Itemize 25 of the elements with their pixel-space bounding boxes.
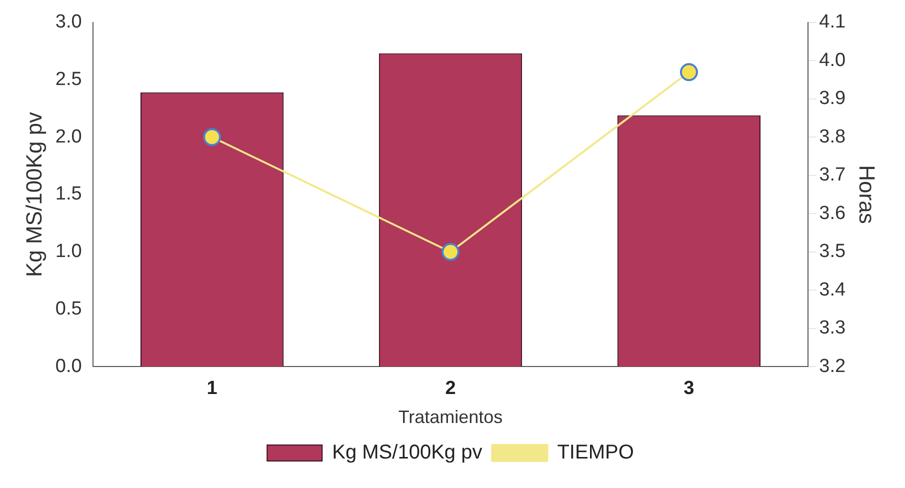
y2-tick-label: 3.9	[819, 88, 846, 110]
y2-tick-label: 3.6	[819, 202, 846, 224]
y2-tick-label: 4.1	[819, 12, 846, 33]
y-axis-title: Kg MS/100Kg pv	[21, 112, 46, 278]
x-tick-label: 1	[206, 378, 218, 400]
x-tick-label: 2	[445, 378, 456, 400]
y-tick-label: 1.0	[55, 241, 82, 262]
y2-tick-label: 3.8	[819, 126, 846, 148]
y2-tick-label: 3.7	[819, 164, 846, 186]
y2-tick-label: 3.3	[819, 318, 846, 339]
y-tick-label: 2.0	[55, 126, 82, 148]
y2-axis-title: Horas	[854, 165, 880, 224]
y2-tick-label: 3.4	[819, 279, 846, 300]
y-tick-label: 2.5	[55, 69, 82, 90]
x-axis-title: Tratamientos	[398, 407, 503, 428]
y2-tick-label: 3.5	[819, 241, 846, 262]
y2-tick-label: 3.2	[819, 356, 846, 377]
legend-label: Kg MS/100Kg pv	[332, 442, 482, 464]
x-tick-label: 3	[684, 378, 694, 400]
y2-tick-label: 4.0	[819, 50, 846, 71]
y-tick-label: 0.5	[55, 298, 82, 320]
y-tick-label: 1.5	[55, 184, 82, 205]
legend-label: TIEMPO	[557, 442, 634, 464]
y-tick-label: 3.0	[55, 12, 82, 33]
y-tick-label: 0.0	[55, 356, 82, 377]
